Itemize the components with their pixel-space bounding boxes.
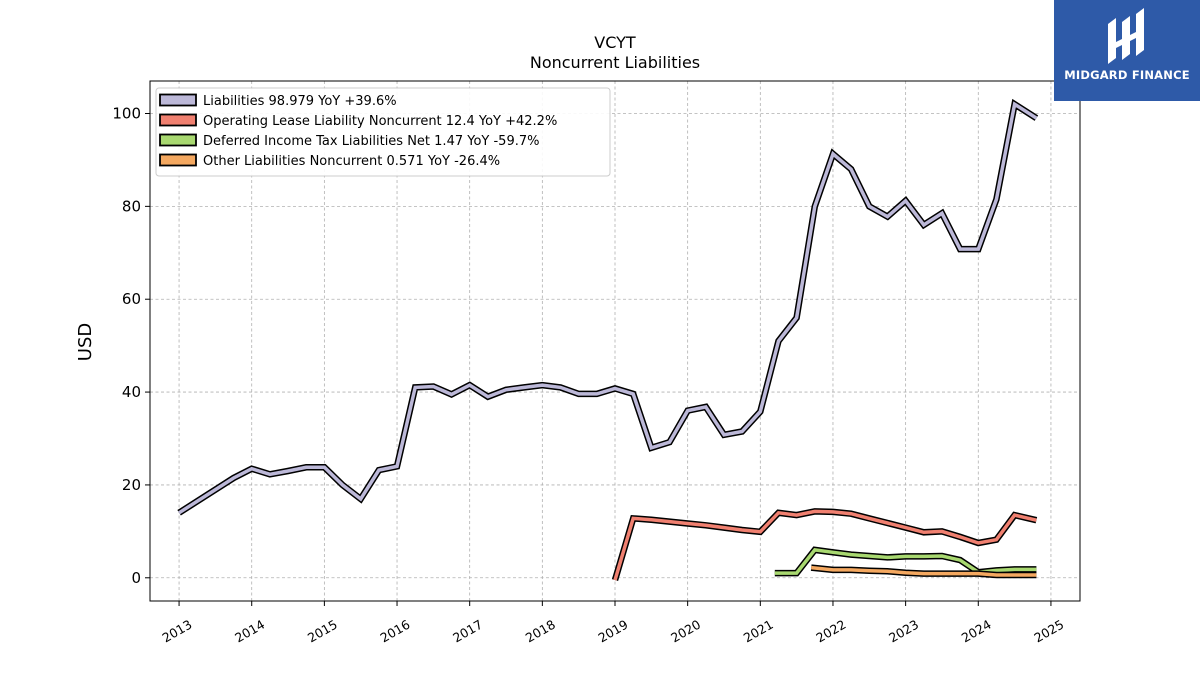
y-tick-label: 20 bbox=[122, 476, 141, 494]
y-axis-label: USD bbox=[75, 323, 96, 361]
chart-subtitle: Noncurrent Liabilities bbox=[530, 53, 700, 72]
brand-logo: MIDGARD FINANCE bbox=[1054, 0, 1200, 101]
legend-entry: Liabilities 98.979 YoY +39.6% bbox=[203, 94, 397, 109]
legend-swatch bbox=[160, 135, 196, 146]
x-axis-ticks: 2013 2014 2015 2016 2017 2018 2019 2020 2021 2022… bbox=[160, 601, 1067, 646]
legend-swatch bbox=[160, 155, 196, 166]
y-tick-label: 0 bbox=[131, 569, 141, 587]
x-tick-label: 2020 bbox=[668, 617, 703, 646]
y-tick-label: 60 bbox=[122, 290, 141, 308]
chart-title: VCYT bbox=[594, 33, 636, 52]
legend-swatch bbox=[160, 95, 196, 106]
legend: Liabilities 98.979 YoY +39.6% Operating L… bbox=[156, 88, 610, 176]
chart-canvas: VCYT Noncurrent Liabilities USD 0 20 40 60 8… bbox=[0, 0, 1200, 675]
x-tick-label: 2024 bbox=[959, 617, 994, 646]
brand-name: MIDGARD FINANCE bbox=[1054, 68, 1200, 82]
x-tick-label: 2022 bbox=[813, 617, 848, 646]
x-tick-label: 2015 bbox=[305, 617, 340, 646]
x-tick-label: 2017 bbox=[450, 617, 485, 646]
legend-entry: Other Liabilities Noncurrent 0.571 YoY -… bbox=[203, 154, 500, 169]
y-axis-ticks: 0 20 40 60 80 100 bbox=[112, 105, 150, 587]
x-tick-label: 2019 bbox=[595, 617, 630, 646]
y-tick-label: 100 bbox=[112, 105, 141, 123]
legend-entry: Deferred Income Tax Liabilities Net 1.47… bbox=[203, 134, 539, 149]
x-tick-label: 2018 bbox=[523, 617, 558, 646]
y-tick-label: 80 bbox=[122, 197, 141, 215]
x-tick-label: 2025 bbox=[1031, 617, 1066, 646]
y-tick-label: 40 bbox=[122, 383, 141, 401]
x-tick-label: 2016 bbox=[377, 617, 412, 646]
x-tick-label: 2013 bbox=[160, 617, 195, 646]
x-tick-label: 2023 bbox=[886, 617, 921, 646]
midgard-logo-icon bbox=[1102, 8, 1152, 66]
x-tick-label: 2014 bbox=[232, 617, 267, 646]
x-tick-label: 2021 bbox=[741, 617, 776, 646]
legend-entry: Operating Lease Liability Noncurrent 12.… bbox=[203, 114, 557, 129]
legend-swatch bbox=[160, 115, 196, 126]
